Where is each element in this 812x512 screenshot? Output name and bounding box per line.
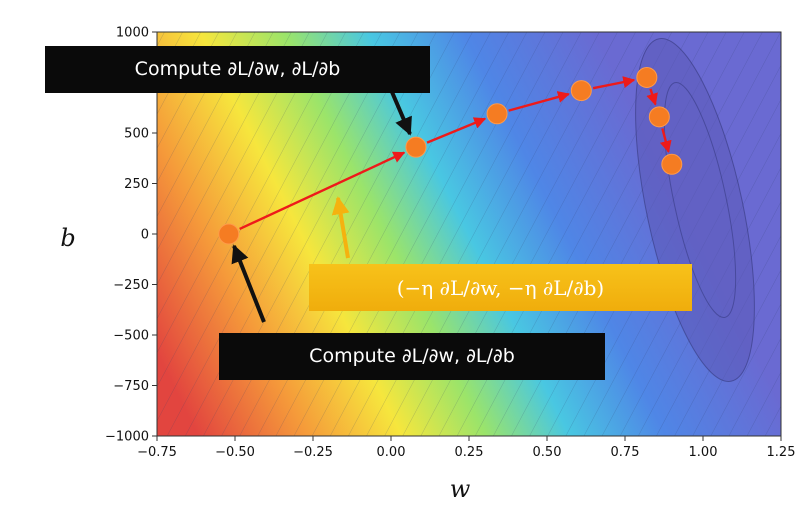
descent-step-arrow — [508, 91, 570, 112]
descent-step-arrow — [239, 151, 406, 231]
descent-step-arrow — [646, 88, 658, 106]
descent-point — [661, 153, 683, 175]
y-tick-label: 500 — [124, 127, 149, 142]
y-axis-label: b — [60, 224, 75, 252]
descent-point — [405, 136, 427, 158]
descent-path — [239, 76, 672, 231]
x-tick-label: 0.50 — [533, 445, 562, 460]
descent-step-arrow — [592, 76, 636, 90]
y-tick-label: 0 — [141, 228, 149, 243]
descent-point — [570, 80, 592, 102]
callout-arrow-start — [231, 244, 266, 323]
descent-point — [218, 223, 240, 245]
y-tick-label: −1000 — [105, 430, 149, 445]
descent-step-arrow — [659, 128, 672, 153]
annotation-compute-top: Compute ∂L/∂w, ∂L/∂b — [45, 46, 430, 93]
x-tick-label: 1.00 — [689, 445, 718, 460]
x-tick-label: −0.50 — [215, 445, 255, 460]
x-axis-label: w — [450, 475, 471, 503]
y-tick-label: 250 — [124, 177, 149, 192]
descent-points — [218, 66, 683, 245]
x-axis: −0.75 −0.50 −0.25 0.00 0.25 0.50 0.75 1.00 1.25 — [137, 436, 795, 460]
x-tick-label: 0.00 — [377, 445, 406, 460]
y-tick-label: −500 — [113, 329, 149, 344]
annotation-update-step: (−η ∂L/∂w, −η ∂L/∂b) — [309, 264, 692, 311]
annotation-compute-start: Compute ∂L/∂w, ∂L/∂b — [219, 333, 605, 380]
x-tick-label: 1.25 — [767, 445, 796, 460]
x-tick-label: −0.75 — [137, 445, 177, 460]
minimum-basin-inner — [663, 81, 737, 319]
y-tick-label: −250 — [113, 278, 149, 293]
callout-arrow-top — [390, 91, 412, 136]
y-tick-label: 1000 — [116, 26, 149, 41]
x-tick-label: −0.25 — [293, 445, 333, 460]
descent-step-arrow — [426, 117, 487, 144]
callout-arrow-step — [331, 196, 350, 259]
x-tick-label: 0.75 — [611, 445, 640, 460]
descent-point — [486, 103, 508, 125]
descent-point — [636, 66, 658, 88]
y-tick-label: −750 — [113, 379, 149, 394]
descent-point — [648, 106, 670, 128]
x-tick-label: 0.25 — [455, 445, 484, 460]
